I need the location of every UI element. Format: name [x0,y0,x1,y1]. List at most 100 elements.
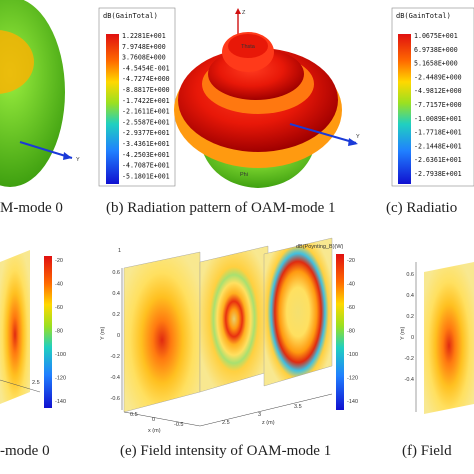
field-e-z-tick: 3 [258,412,261,418]
field-f-plane [424,262,474,414]
caption-e: (e) Field intensity of OAM-mode 1 [120,443,332,459]
caption-c: (c) Radiatio [386,200,458,216]
colorbar-b-label: -3.4361E+001 [122,140,170,148]
field-e-x-tick: -0.5 [174,422,183,428]
colorbar-b-label: -4.7274E+000 [122,75,170,83]
field-e-y-tick: 0 [117,333,120,339]
caption-a: M-mode 0 [0,200,63,216]
colorbar-c-label: -2.6361E+001 [414,156,462,164]
field-e-y-tick: 0.2 [112,312,120,318]
field-d-colorbar-tick: -140 [55,399,66,405]
colorbar-b-label: 7.9748E+000 [122,43,166,51]
field-e-plane-1 [123,251,201,413]
field-d-colorbar-ticks: -20 -40 -60 -80 -100 -120 -140 [55,258,66,405]
colorbar-b-label: -5.1801E+001 [122,172,170,180]
field-e-colorbar-tick: -60 [347,305,355,311]
pattern-a: Y [0,0,80,187]
pattern-a-axis-arrow [63,152,72,160]
caption-b: (b) Radiation pattern of OAM-mode 1 [106,200,336,216]
pattern-a-body [0,0,65,187]
field-e-colorbar-tick: -80 [347,329,355,335]
field-e-x-tick: 0.5 [130,412,138,418]
field-e-y-ticks: 0.6 0.4 0.2 0 -0.2 -0.4 -0.6 [111,270,120,402]
pattern-b-y-axis [289,123,357,144]
field-e-y-tick: 0.6 [112,270,120,276]
field-f-y-tick: -0.4 [405,377,414,383]
field-f-y-ticks: 0.6 0.4 0.2 0 -0.2 -0.4 [405,272,414,383]
field-d-z-tick: 2.5 [32,380,40,386]
colorbar-b-label: -4.5454E-001 [122,64,170,72]
colorbar-c-label: -2.1448E+001 [414,142,462,150]
field-e-plane-3 [263,237,333,387]
field-f-y-label: Y (m) [400,326,406,340]
field-d: -20 -40 -60 -80 -100 -120 -140 2.5 [0,250,66,408]
field-e: 1 Y (m) 0.6 0.4 0.2 0 -0.2 -0.4 -0.6 x (m) z (… [100,237,358,434]
colorbar-c: dB(GainTotal) 1.0675E+001 6.9738E+000 5.16… [391,7,474,187]
field-d-axis [0,379,41,393]
colorbar-c-labels: 1.0675E+001 6.9738E+000 5.1658E+000 -2.4489… [414,32,462,178]
colorbar-c-label: -2.7938E+001 [414,170,462,178]
field-e-x-tick: 0 [152,417,155,423]
field-d-plane [0,250,30,404]
field-e-colorbar-ticks: -20 -40 -60 -80 -100 -120 -140 [347,258,358,405]
colorbar-b-label: -2.1611E+001 [122,108,170,116]
field-d-colorbar-tick: -100 [55,352,66,358]
field-e-z-tick: 2.5 [222,420,230,426]
field-f-y-tick: 0 [411,335,414,341]
field-e-y-tick: -0.6 [111,396,120,402]
field-e-y-tick: 0.4 [112,291,120,297]
field-e-y-tick: -0.2 [111,354,120,360]
field-f: Y (m) 0.6 0.4 0.2 0 -0.2 -0.4 [400,262,474,414]
field-e-colorbar-tick: -20 [347,258,355,264]
pattern-a-axis-label: Y [76,157,80,163]
pattern-b-tip-label: Thsta [241,44,256,50]
colorbar-b-label: -1.7422E+001 [122,97,170,105]
colorbar-c-label: 5.1658E+000 [414,60,458,68]
colorbar-b-label: -2.5587E+001 [122,118,170,126]
field-f-y-tick: 0.2 [406,314,414,320]
colorbar-c-label: 1.0675E+001 [414,32,458,40]
field-e-colorbar-tick: -120 [347,376,358,382]
colorbar-c-label: 6.9738E+000 [414,46,458,54]
field-e-z-axis [199,393,333,427]
field-e-y-tick: -0.4 [111,375,120,381]
colorbar-b-labels: 1.2281E+001 7.9748E+000 3.7608E+000 -4.5454… [122,32,170,180]
colorbar-b-label: -8.8817E+000 [122,86,170,94]
pattern-b-bottom-label: Phi [240,172,248,178]
colorbar-b-label: -2.9377E+001 [122,129,170,137]
colorbar-b-label: -4.2503E+001 [122,151,170,159]
colorbar-c-gradient [398,34,411,184]
caption-f: (f) Field [402,443,452,459]
field-e-colorbar-tick: -140 [347,399,358,405]
field-d-colorbar-tick: -120 [55,376,66,382]
field-e-z-ticks: 2.5 3 3.5 [222,404,302,426]
colorbar-b-title: dB(GainTotal) [103,12,158,20]
colorbar-b-label: 3.7608E+000 [122,54,166,62]
field-e-plane-2 [199,245,269,393]
pattern-b-z-arrow [235,8,241,14]
field-e-x-axis [123,411,201,427]
field-e-x-ticks: 0.5 0 -0.5 [130,412,183,428]
colorbar-c-label: -7.7157E+000 [414,101,462,109]
field-e-z-tick: 3.5 [294,404,302,410]
colorbar-b: dB(GainTotal) 1.2281E+001 7.9748E+000 3.76… [98,7,176,187]
pattern-b-y-label: Y [356,134,360,140]
colorbar-c-label: -1.7718E+001 [414,129,462,137]
colorbar-b-gradient [106,34,119,184]
pattern-b: Z Thsta Phi Y [174,8,360,188]
field-e-colorbar [336,254,344,410]
pattern-b-tip-highlight [228,34,268,58]
colorbar-c-label: -1.0089E+001 [414,115,462,123]
pattern-a-lobe [0,30,34,94]
field-f-y-tick: 0.4 [406,293,414,299]
field-e-x-label: x (m) [148,428,161,434]
field-e-y-label: Y (m) [100,326,106,340]
field-f-y-tick: 0.6 [406,272,414,278]
field-e-colorbar-tick: -40 [347,282,355,288]
colorbar-b-label: -4.7087E+001 [122,162,170,170]
field-e-z-label: z (m) [262,420,275,426]
field-d-colorbar-tick: -80 [55,329,63,335]
field-d-colorbar-tick: -60 [55,305,63,311]
field-e-axis-note: 1 [118,248,121,254]
